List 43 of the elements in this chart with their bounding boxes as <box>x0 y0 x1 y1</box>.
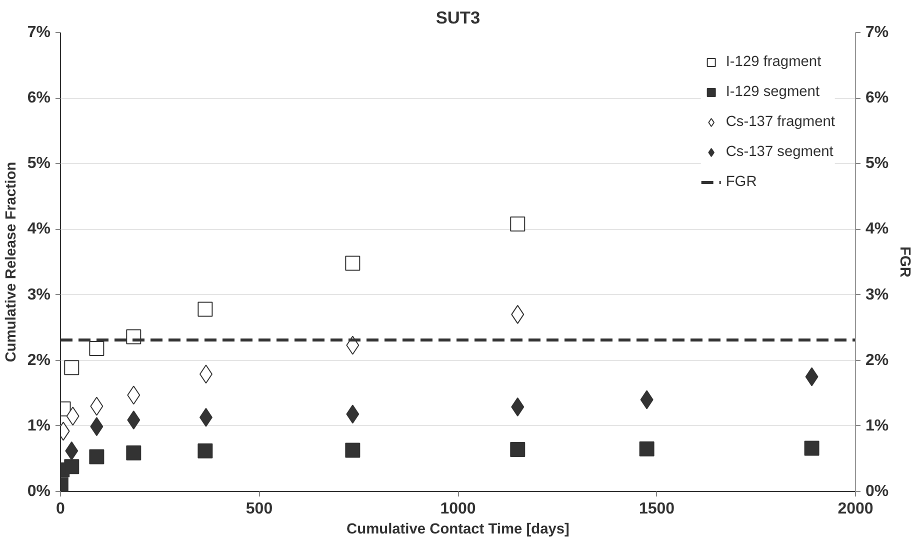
legend-label: Cs-137 segment <box>726 144 834 160</box>
x-axis-title: Cumulative Contact Time [days] <box>346 522 570 538</box>
y-tick-label: 2% <box>27 352 50 369</box>
y2-tick-label: 5% <box>866 155 889 172</box>
x-tick-label: 1500 <box>638 500 675 518</box>
point <box>89 449 104 464</box>
legend-label: I-129 fragment <box>726 54 822 70</box>
y-tick-label: 6% <box>27 90 50 107</box>
y2-tick-label: 3% <box>866 286 889 304</box>
y-tick-label: 0% <box>27 483 50 500</box>
y-tick-label: 3% <box>27 286 50 304</box>
y-tick-label: 4% <box>27 220 50 238</box>
y-tick-label: 1% <box>27 417 50 434</box>
y2-tick-label: 7% <box>866 24 889 41</box>
x-tick-label: 0 <box>56 500 66 518</box>
y2-tick-label: 1% <box>866 417 889 434</box>
y-tick-label: 5% <box>27 155 50 172</box>
legend-label: I-129 segment <box>726 84 820 100</box>
point <box>198 443 213 458</box>
point <box>345 442 360 458</box>
legend-label: FGR <box>726 174 757 190</box>
y2-tick-label: 0% <box>866 483 889 500</box>
y-axis-title: Cumulative Release Fraction <box>3 162 20 362</box>
x-tick-label: 2000 <box>838 500 874 518</box>
point <box>198 302 213 317</box>
legend-label: Cs-137 fragment <box>726 114 835 130</box>
point <box>804 440 820 456</box>
y2-tick-label: 2% <box>866 352 889 369</box>
point <box>345 256 360 271</box>
point <box>510 216 526 232</box>
y2-axis-title: FGR <box>896 246 913 278</box>
point <box>89 341 104 356</box>
y-tick-label: 7% <box>27 24 50 41</box>
x-tick-label: 500 <box>246 500 273 518</box>
point <box>64 459 80 474</box>
point <box>639 441 654 456</box>
y2-tick-label: 6% <box>866 90 889 107</box>
point <box>64 360 80 376</box>
x-tick-label: 1000 <box>440 500 476 518</box>
point <box>126 445 142 460</box>
y2-tick-label: 4% <box>866 220 889 238</box>
point <box>510 442 526 458</box>
chart-title: SUT3 <box>436 8 481 28</box>
